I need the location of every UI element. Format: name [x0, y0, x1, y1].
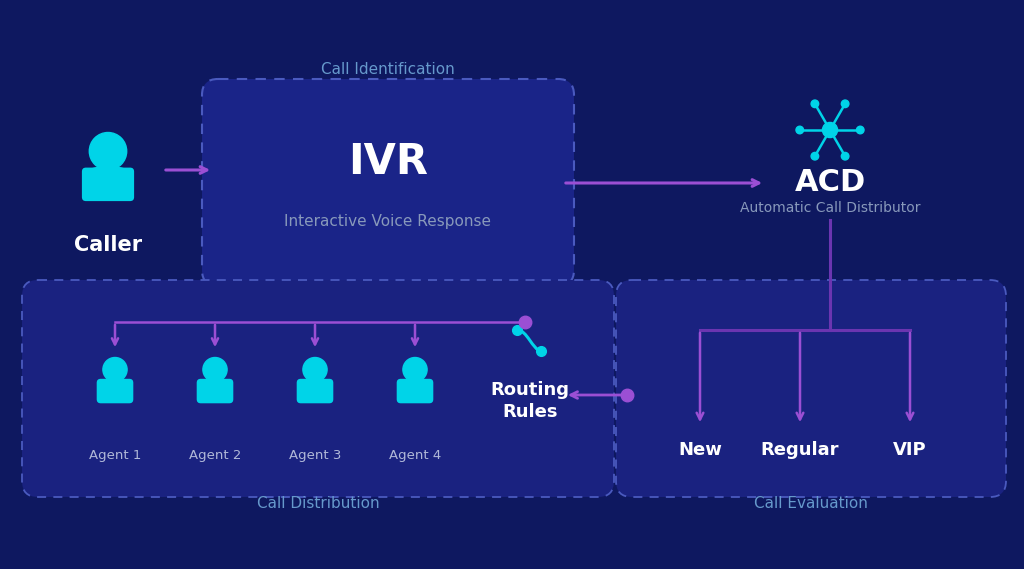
Text: Regular: Regular — [761, 441, 840, 459]
Ellipse shape — [85, 166, 131, 182]
Text: Rules: Rules — [502, 403, 558, 421]
Circle shape — [811, 152, 818, 160]
Text: IVR: IVR — [348, 141, 428, 183]
Ellipse shape — [200, 380, 230, 390]
Circle shape — [856, 126, 864, 134]
FancyBboxPatch shape — [616, 280, 1006, 497]
Circle shape — [203, 357, 227, 382]
Circle shape — [796, 126, 804, 134]
Text: Caller: Caller — [74, 235, 142, 255]
FancyBboxPatch shape — [197, 379, 233, 403]
Ellipse shape — [400, 380, 430, 390]
Text: Interactive Voice Response: Interactive Voice Response — [285, 213, 492, 229]
Text: New: New — [678, 441, 722, 459]
FancyBboxPatch shape — [202, 79, 574, 286]
Circle shape — [89, 133, 127, 170]
Text: Agent 2: Agent 2 — [188, 448, 242, 461]
Circle shape — [842, 100, 849, 108]
Text: Agent 3: Agent 3 — [289, 448, 341, 461]
FancyBboxPatch shape — [96, 379, 133, 403]
Circle shape — [811, 100, 818, 108]
Text: Call Distribution: Call Distribution — [257, 496, 379, 510]
FancyBboxPatch shape — [22, 280, 614, 497]
Circle shape — [842, 152, 849, 160]
Text: Agent 1: Agent 1 — [89, 448, 141, 461]
Text: Agent 4: Agent 4 — [389, 448, 441, 461]
FancyBboxPatch shape — [82, 168, 134, 201]
Ellipse shape — [300, 380, 330, 390]
Text: Automatic Call Distributor: Automatic Call Distributor — [739, 201, 921, 215]
FancyBboxPatch shape — [396, 379, 433, 403]
Text: Call Identification: Call Identification — [322, 62, 455, 77]
Text: Routing: Routing — [490, 381, 569, 399]
Text: VIP: VIP — [893, 441, 927, 459]
FancyBboxPatch shape — [297, 379, 333, 403]
Circle shape — [402, 357, 427, 382]
Text: ACD: ACD — [795, 167, 865, 196]
Circle shape — [102, 357, 127, 382]
Ellipse shape — [100, 380, 130, 390]
Circle shape — [303, 357, 327, 382]
Text: Call Evaluation: Call Evaluation — [754, 496, 868, 510]
Circle shape — [822, 122, 838, 138]
